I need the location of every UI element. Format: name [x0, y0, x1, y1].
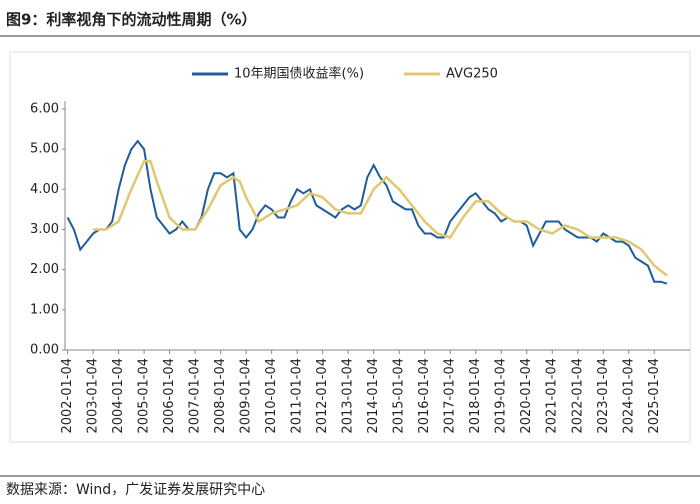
- x-tick-label: 2011-01-04: [290, 358, 305, 434]
- x-tick-label: 2010-01-04: [264, 358, 279, 434]
- legend-label: 10年期国债收益率(%): [234, 66, 364, 82]
- line-series: [66, 139, 668, 285]
- y-tick-label: 0.00: [30, 343, 59, 358]
- y-tick-label: 1.00: [30, 302, 59, 317]
- x-tick-label: 2022-01-04: [570, 358, 585, 434]
- x-tick-label: 2016-01-04: [417, 358, 432, 434]
- x-tick-label: 2015-01-04: [392, 358, 407, 434]
- x-tick-label: 2025-01-04: [647, 358, 662, 434]
- y-tick-label: 3.00: [30, 222, 59, 237]
- x-tick-label: 2020-01-04: [519, 358, 534, 434]
- x-tick-label: 2014-01-04: [366, 358, 381, 434]
- x-tick-label: 2002-01-04: [60, 358, 75, 434]
- x-tick-label: 2009-01-04: [239, 358, 254, 434]
- y-tick-label: 6.00: [30, 102, 59, 117]
- chart-title: 图9：利率视角下的流动性周期（%）: [6, 11, 256, 29]
- source-note: 数据来源：Wind，广发证券发展研究中心: [6, 482, 265, 498]
- y-tick-label: 4.00: [30, 182, 59, 197]
- x-tick-label: 2007-01-04: [188, 358, 203, 434]
- x-tick-label: 2008-01-04: [213, 358, 228, 434]
- x-tick-label: 2012-01-04: [315, 358, 330, 434]
- x-tick-label: 2005-01-04: [137, 358, 152, 434]
- x-tick-label: 2024-01-04: [621, 358, 636, 434]
- chart-frame: [9, 51, 691, 443]
- x-tick-label: 2004-01-04: [111, 358, 126, 434]
- x-tick-label: 2003-01-04: [86, 358, 101, 434]
- legend-label: AVG250: [446, 67, 498, 82]
- x-tick-label: 2018-01-04: [468, 358, 483, 434]
- x-tick-label: 2017-01-04: [443, 358, 458, 434]
- y-tick-label: 2.00: [30, 262, 59, 277]
- x-tick-label: 2021-01-04: [545, 358, 560, 434]
- x-tick-label: 2006-01-04: [162, 358, 177, 434]
- line-series: [93, 159, 668, 277]
- x-tick-label: 2023-01-04: [596, 358, 611, 434]
- x-tick-label: 2019-01-04: [494, 358, 509, 434]
- x-tick-label: 2013-01-04: [341, 358, 356, 434]
- y-tick-label: 5.00: [30, 142, 59, 157]
